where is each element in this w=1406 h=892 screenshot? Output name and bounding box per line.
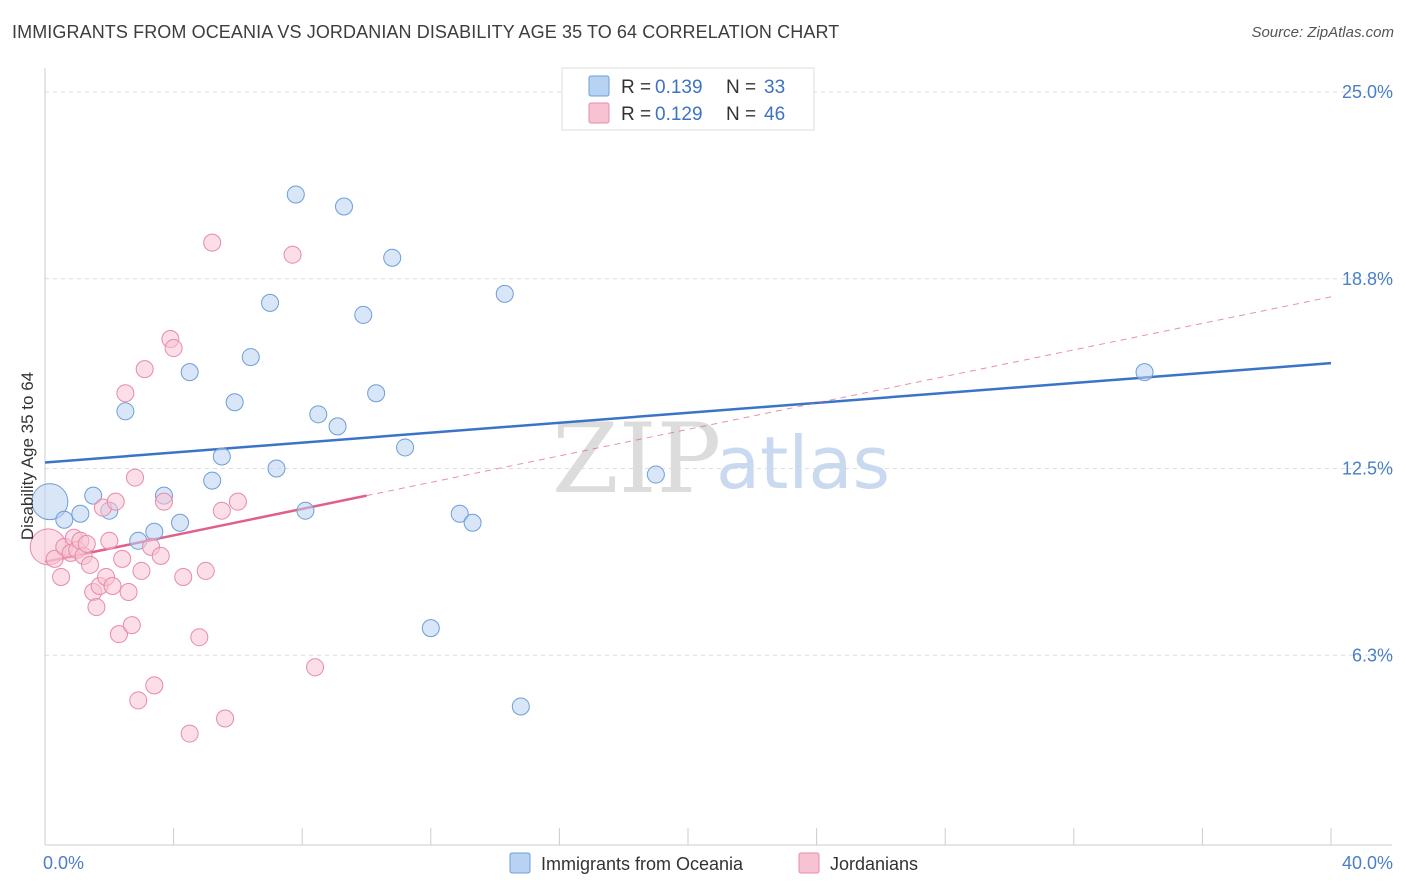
bottom-legend-swatch-pink [798,852,820,874]
bottom-legend-label-pink: Jordanians [830,854,918,874]
chart-title: IMMIGRANTS FROM OCEANIA VS JORDANIAN DIS… [12,22,840,42]
pink-data-point [87,598,106,617]
blue-data-point [511,697,530,716]
pink-data-point [180,724,199,743]
blue-data-point [354,305,373,324]
top-legend: R = 0.139 N = 33 R = 0.129 N = 46 [561,67,815,131]
legend-r-label-blue: R = [621,77,651,98]
x-tick-label: 40.0% [1342,853,1393,873]
pink-data-point [203,233,222,252]
pink-data-point [190,628,209,647]
pink-data-point [119,583,138,602]
blue-data-point [145,522,164,541]
y-tick-label: 12.5% [1342,459,1393,479]
legend-swatch-blue [588,75,610,97]
pink-data-point [174,567,193,586]
blue-data-point [309,405,328,424]
legend-n-label-blue: N = [726,77,756,98]
y-axis-label: Disability Age 35 to 64 [18,372,37,540]
blue-data-point [383,248,402,267]
pink-data-point [212,501,231,520]
pink-data-point [228,492,247,511]
pink-data-point [113,549,132,568]
source-label: Source: ZipAtlas.com [1251,24,1394,41]
pink-data-point [154,492,173,511]
blue-data-point [367,384,386,403]
blue-data-point [286,185,305,204]
legend-n-label-pink: N = [726,104,756,125]
pink-data-point [135,360,154,379]
blue-data-point [261,293,280,312]
pink-data-point [52,567,71,586]
blue-data-point [450,504,469,523]
bottom-legend: Immigrants from Oceania Jordanians [509,852,918,874]
blue-data-point [55,510,74,529]
blue-data-point [328,417,347,436]
watermark-atlas: atlas [716,421,890,505]
legend-n-value-pink: 46 [764,104,785,125]
pink-data-point [106,492,125,511]
blue-data-point [495,284,514,303]
blue-data-point [396,438,415,457]
watermark: ZIP atlas [552,403,890,515]
blue-data-point [334,197,353,216]
legend-swatch-pink [588,102,610,124]
pink-data-point [151,546,170,565]
blue-data-point [116,402,135,421]
axis-layer [44,68,1392,846]
legend-r-label-pink: R = [621,104,651,125]
legend-r-value-blue: 0.139 [655,77,703,98]
pink-data-point [164,339,183,358]
label-layer: 6.3% 12.5% 18.8% 25.0% 0.0% 40.0% [43,82,1393,873]
point-layer [29,185,1154,743]
blue-trend-line [44,361,1332,464]
pink-data-point [109,625,128,644]
pink-data-point [196,561,215,580]
pink-data-point [45,549,64,568]
blue-data-point [171,513,190,532]
blue-data-point [646,465,665,484]
blue-data-point [71,504,90,523]
blue-data-point [203,471,222,490]
y-tick-label: 25.0% [1342,82,1393,102]
blue-data-point [1135,363,1154,382]
pink-data-point [145,676,164,695]
bottom-legend-label-blue: Immigrants from Oceania [541,854,744,874]
bottom-legend-swatch-blue [509,852,531,874]
pink-data-point [126,468,145,487]
pink-trend-line [44,494,367,564]
watermark-zip: ZIP [552,403,721,515]
blue-data-point [241,348,260,367]
pink-data-point [132,561,151,580]
blue-data-point [421,619,440,638]
y-tick-label: 6.3% [1352,645,1393,665]
blue-data-point [296,501,315,520]
blue-data-point [212,447,231,466]
blue-data-point [31,483,69,521]
blue-data-point [267,459,286,478]
pink-data-point [116,384,135,403]
pink-data-point [100,531,119,550]
x-tick-label: 0.0% [43,853,84,873]
pink-data-point [81,555,100,574]
legend-n-value-blue: 33 [764,77,785,98]
pink-data-point [122,616,141,635]
y-tick-label: 18.8% [1342,269,1393,289]
pink-data-point [103,576,122,595]
blue-data-point [180,363,199,382]
blue-data-point [84,486,103,505]
blue-data-point [225,393,244,412]
pink-data-point [129,691,148,710]
pink-data-point [306,658,325,677]
blue-data-point [463,513,482,532]
pink-data-point [216,709,235,728]
pink-data-point [283,245,302,264]
pink-data-point [77,534,96,553]
legend-r-value-pink: 0.129 [655,104,703,125]
